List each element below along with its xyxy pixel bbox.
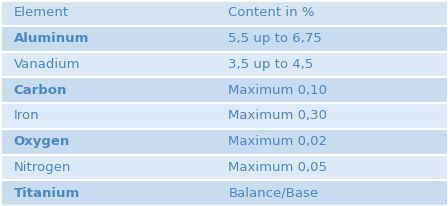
Text: Content in %: Content in % bbox=[228, 6, 315, 19]
Text: Balance/Base: Balance/Base bbox=[228, 187, 319, 200]
Text: Maximum 0,05: Maximum 0,05 bbox=[228, 161, 327, 174]
Text: Aluminum: Aluminum bbox=[13, 32, 89, 45]
Text: Element: Element bbox=[13, 6, 69, 19]
FancyBboxPatch shape bbox=[0, 77, 448, 103]
FancyBboxPatch shape bbox=[0, 103, 448, 129]
Text: Maximum 0,30: Maximum 0,30 bbox=[228, 109, 327, 122]
Text: Maximum 0,02: Maximum 0,02 bbox=[228, 135, 327, 148]
FancyBboxPatch shape bbox=[0, 0, 448, 26]
Text: Iron: Iron bbox=[13, 109, 39, 122]
Text: Carbon: Carbon bbox=[13, 84, 67, 97]
FancyBboxPatch shape bbox=[0, 180, 448, 206]
Text: 5,5 up to 6,75: 5,5 up to 6,75 bbox=[228, 32, 322, 45]
Text: Oxygen: Oxygen bbox=[13, 135, 70, 148]
FancyBboxPatch shape bbox=[0, 26, 448, 52]
FancyBboxPatch shape bbox=[0, 129, 448, 154]
Text: Vanadium: Vanadium bbox=[13, 58, 80, 71]
Text: Nitrogen: Nitrogen bbox=[13, 161, 71, 174]
Text: Titanium: Titanium bbox=[13, 187, 80, 200]
FancyBboxPatch shape bbox=[0, 52, 448, 77]
FancyBboxPatch shape bbox=[0, 154, 448, 180]
Text: Maximum 0,10: Maximum 0,10 bbox=[228, 84, 327, 97]
Text: 3,5 up to 4,5: 3,5 up to 4,5 bbox=[228, 58, 314, 71]
